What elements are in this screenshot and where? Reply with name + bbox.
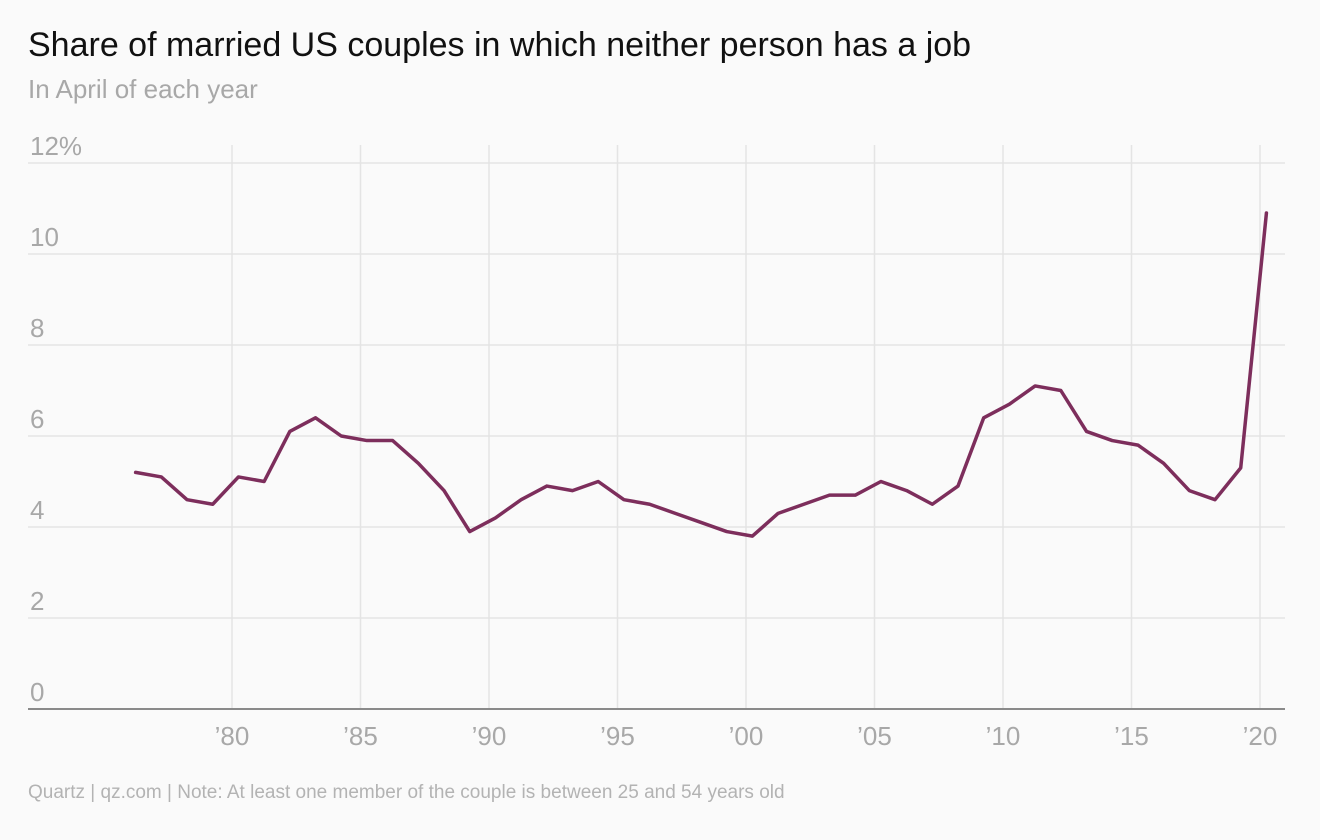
x-gridlines: [231, 145, 1261, 709]
y-gridlines: [28, 162, 1285, 619]
x-tick-label: ’00: [729, 721, 764, 751]
x-tick-label: ’10: [986, 721, 1021, 751]
y-tick-label: 0: [30, 677, 44, 707]
x-tick-label: ’80: [215, 721, 250, 751]
y-tick-label: 2: [30, 586, 44, 616]
y-tick-label: 6: [30, 404, 44, 434]
y-tick-label: 4: [30, 495, 44, 525]
x-tick-label: ’90: [472, 721, 507, 751]
series-line: [133, 211, 1269, 538]
chart-subtitle: In April of each year: [28, 74, 258, 104]
line-chart: 0 2 4 6 8 10 12% ’80 ’85 ’90 ’95 ’00 ’05 ’10 ’15 ’20: [28, 131, 1285, 751]
x-tick-label: ’95: [600, 721, 635, 751]
chart-title: Share of married US couples in which nei…: [28, 26, 972, 64]
y-tick-labels: 0 2 4 6 8 10 12%: [30, 131, 82, 707]
footer-note: Quartz | qz.com | Note: At least one mem…: [28, 782, 785, 803]
x-tick-label: ’85: [343, 721, 378, 751]
x-tick-label: ’20: [1243, 721, 1278, 751]
x-tick-label: ’15: [1114, 721, 1149, 751]
y-tick-label: 8: [30, 313, 44, 343]
x-tick-label: ’05: [857, 721, 892, 751]
y-tick-label: 12%: [30, 131, 82, 161]
y-tick-label: 10: [30, 222, 59, 252]
x-tick-labels: ’80 ’85 ’90 ’95 ’00 ’05 ’10 ’15 ’20: [215, 721, 1278, 751]
